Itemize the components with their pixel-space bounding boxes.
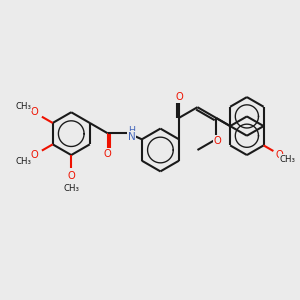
Text: N: N	[128, 132, 135, 142]
Text: O: O	[214, 136, 221, 146]
Text: CH₃: CH₃	[63, 184, 79, 194]
Text: O: O	[276, 150, 284, 160]
Text: CH₃: CH₃	[15, 157, 32, 166]
Text: O: O	[30, 107, 38, 117]
Text: CH₃: CH₃	[280, 155, 296, 164]
Text: CH₃: CH₃	[15, 101, 32, 110]
Text: O: O	[30, 150, 38, 160]
Text: O: O	[104, 148, 112, 159]
Text: H: H	[128, 126, 135, 135]
Text: O: O	[175, 92, 183, 102]
Text: O: O	[68, 172, 75, 182]
